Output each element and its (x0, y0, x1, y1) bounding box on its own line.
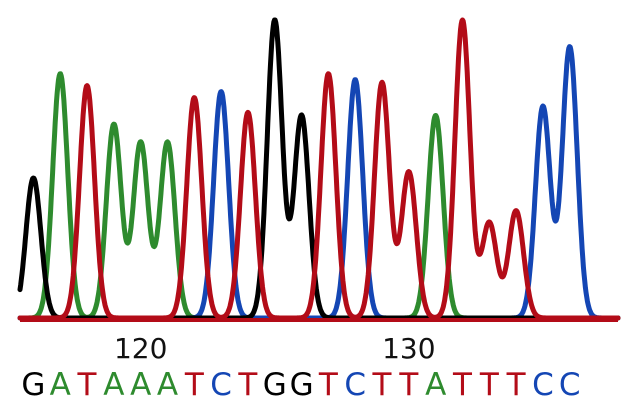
base-call-126: G (290, 367, 314, 403)
base-call-120: A (130, 367, 151, 403)
base-call-131: A (425, 367, 446, 403)
base-call-117: A (50, 367, 71, 403)
base-call-136: C (559, 367, 581, 403)
base-call-134: T (506, 367, 527, 403)
base-call-119: A (103, 367, 124, 403)
base-call-123: C (210, 367, 232, 403)
base-call-135: C (532, 367, 554, 403)
base-call-130: T (398, 367, 419, 403)
base-call-121: A (157, 367, 178, 403)
position-label-120: 120 (114, 332, 167, 365)
position-label-layer: 120 130 (114, 332, 436, 365)
position-label-130: 130 (382, 332, 435, 365)
trace-layer (17, 17, 621, 321)
base-call-124: T (237, 367, 258, 403)
base-call-122: T (184, 367, 205, 403)
base-call-127: T (318, 367, 339, 403)
base-call-132: T (452, 367, 473, 403)
base-call-116: G (21, 367, 45, 403)
base-call-133: T (479, 367, 500, 403)
base-call-118: T (77, 367, 98, 403)
base-call-125: G (263, 367, 287, 403)
base-call-128: C (344, 367, 366, 403)
base-call-129: T (372, 367, 393, 403)
